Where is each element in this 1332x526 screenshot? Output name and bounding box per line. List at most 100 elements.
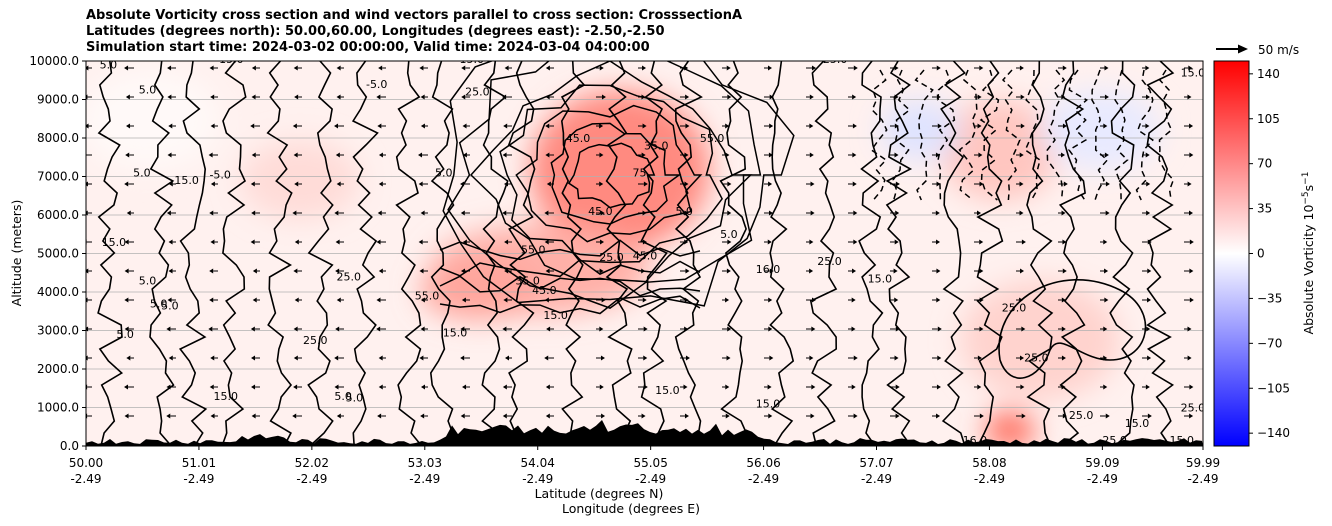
contour-label: 5.0: [161, 299, 179, 312]
colorbar-tick-label: 35: [1257, 202, 1272, 216]
wind-vector-head: [545, 123, 550, 129]
wind-vector-head: [768, 413, 773, 419]
wind-vector-head: [460, 326, 465, 332]
wind-vector-head: [293, 268, 298, 274]
wind-vector-head: [600, 355, 605, 361]
wind-vector-head: [502, 326, 507, 332]
wind-vector-head: [725, 413, 730, 419]
contour-line: [469, 61, 753, 283]
contour-label: -5.0: [209, 168, 230, 181]
wind-vector-head: [1187, 326, 1192, 332]
contour-label: 25.0: [337, 270, 362, 283]
wind-vector-head: [251, 355, 256, 361]
wind-vector-head: [936, 181, 941, 187]
wind-vector-head: [462, 152, 467, 158]
wind-vector-head: [1061, 355, 1066, 361]
wind-vector-head: [1146, 181, 1151, 187]
wind-vector-head: [460, 355, 465, 361]
wind-vector-head: [168, 355, 173, 361]
wind-vector-head: [978, 152, 983, 158]
wind-vector-head: [419, 268, 424, 274]
wind-vector-head: [977, 384, 982, 390]
contour-line-negative: [937, 69, 956, 201]
wind-vector-head: [209, 268, 214, 274]
wind-vector-head: [643, 181, 648, 187]
y-tick-label: 8000.0: [37, 131, 79, 145]
contour-label: 25.0: [1102, 434, 1127, 447]
title-line-2: Latitudes (degrees north): 50.00,60.00, …: [86, 24, 665, 39]
wind-vector-head: [685, 268, 690, 274]
wind-vector-head: [250, 326, 255, 332]
wind-vector-head: [1021, 239, 1026, 245]
wind-vector-head: [852, 268, 857, 274]
contour-label: 15.0: [1181, 66, 1206, 79]
contour-label: 5.0: [100, 59, 118, 72]
wind-vector-head: [126, 355, 131, 361]
contour-line: [442, 61, 795, 307]
wind-vector-head: [502, 384, 507, 390]
x-tick-label-lat: 53.03: [408, 456, 442, 470]
contour-line: [481, 61, 509, 446]
contour-label: 15.0: [1170, 434, 1195, 447]
wind-vector-head: [1061, 152, 1066, 158]
colorbar-tick-label: 105: [1257, 112, 1280, 126]
wind-vector-head: [336, 94, 341, 100]
wind-vector-head: [769, 268, 774, 274]
wind-vector-head: [294, 94, 299, 100]
wind-vector-head: [725, 123, 730, 129]
contour-label: 15.0: [102, 236, 127, 249]
x-tick-label-lon: -2.49: [861, 472, 892, 486]
wind-vector-head: [377, 210, 382, 216]
wind-vector-head: [1187, 355, 1192, 361]
wind-vector-head: [1105, 181, 1110, 187]
wind-vector-head: [1021, 326, 1026, 332]
colorbar-label-text: Absolute Vorticity 10: [1301, 205, 1316, 335]
x-axis-label: Latitude (degrees N): [535, 486, 664, 501]
contour-label: 15.0: [756, 398, 781, 411]
wind-vector-head: [1189, 239, 1194, 245]
contour-line: [1058, 61, 1086, 446]
wind-vector-head: [769, 123, 774, 129]
colorbar: 140 105 70 35 0 −35 −70 −105 −140 Absolute Vorti…: [1213, 60, 1316, 447]
wind-vector-head: [1061, 326, 1066, 332]
wind-vector-head: [601, 413, 606, 419]
x-tick-label-lat: 58.08: [972, 456, 1006, 470]
wind-vector-head: [251, 94, 256, 100]
wind-vector-head: [125, 94, 130, 100]
x-tick-label-lat: 50.00: [69, 456, 103, 470]
contour-line: [640, 61, 668, 446]
wind-vector-head: [1020, 355, 1025, 361]
wind-vector-head: [936, 413, 941, 419]
wind-vector-head: [936, 239, 941, 245]
wind-vector-head: [418, 181, 423, 187]
wind-vector-head: [378, 384, 383, 390]
wind-vector-head: [208, 326, 213, 332]
wind-vector-head: [1104, 65, 1109, 71]
wind-vector-head: [599, 65, 604, 71]
wind-vector-head: [124, 239, 129, 245]
wind-vector-head: [124, 413, 129, 419]
contour-label: 45.0: [588, 205, 613, 218]
contour-line: [976, 61, 1004, 446]
contour-label: 15.0: [543, 309, 568, 322]
contour-line: [439, 295, 701, 315]
contour-label: 15.0: [655, 384, 680, 397]
wind-vector-head: [168, 268, 173, 274]
wind-vector-head: [599, 181, 604, 187]
contour-label: 55.0: [415, 290, 440, 303]
wind-vector-head: [502, 94, 507, 100]
wind-vector-head: [599, 268, 604, 274]
wind-vector-head: [292, 123, 297, 129]
contour-line: [149, 61, 175, 446]
wind-vector-head: [684, 239, 689, 245]
quiver-key: 50 m/s: [1216, 43, 1299, 57]
contour-label: 35.0: [644, 140, 669, 153]
wind-vector-head: [1146, 210, 1151, 216]
wind-vector-head: [684, 210, 689, 216]
contour-label: 25.0: [599, 251, 624, 264]
wind-vector-head: [852, 94, 857, 100]
wind-vector-head: [167, 152, 172, 158]
wind-vector-head: [545, 152, 550, 158]
wind-vector-head: [851, 326, 856, 332]
contour-label: 25.0: [303, 334, 328, 347]
